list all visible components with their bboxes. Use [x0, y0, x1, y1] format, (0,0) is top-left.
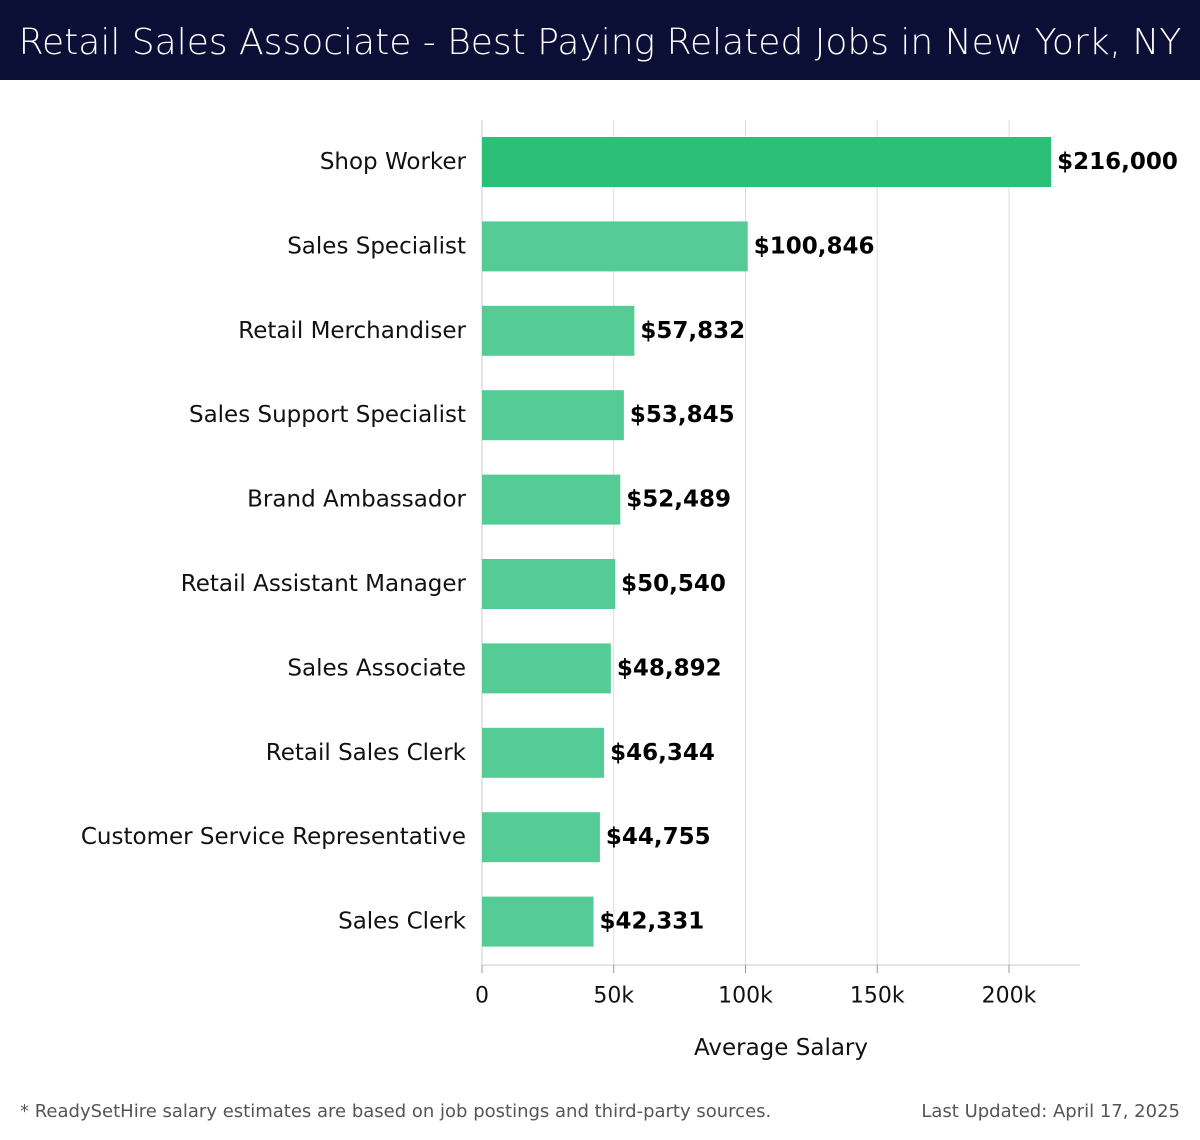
category-label: Sales Associate — [287, 655, 466, 681]
value-label: $44,755 — [606, 824, 711, 850]
bar — [482, 727, 605, 778]
bar — [482, 559, 616, 609]
category-label: Brand Ambassador — [247, 487, 466, 513]
bar — [482, 896, 594, 947]
bar — [482, 474, 621, 525]
bar — [482, 643, 611, 694]
x-tick-label: 150k — [850, 984, 905, 1009]
bar — [482, 221, 748, 272]
bar — [482, 137, 1052, 187]
x-tick-label: 200k — [982, 984, 1037, 1009]
chart-title: Retail Sales Associate - Best Paying Rel… — [18, 22, 1182, 63]
category-label: Sales Clerk — [338, 909, 467, 935]
value-label: $100,846 — [754, 233, 875, 259]
bar — [482, 390, 624, 441]
footnote: * ReadySetHire salary estimates are base… — [20, 1101, 772, 1122]
category-label: Retail Sales Clerk — [266, 740, 467, 766]
bar-chart: Shop Worker $216,000 Sales Specialist $100,… — [81, 120, 1178, 1061]
last-updated: Last Updated: April 17, 2025 — [921, 1101, 1180, 1122]
x-axis-title: Average Salary — [694, 1035, 868, 1061]
category-label: Retail Assistant Manager — [181, 571, 467, 597]
category-label: Shop Worker — [320, 149, 467, 175]
value-label: $216,000 — [1057, 149, 1178, 175]
category-label: Sales Specialist — [287, 233, 466, 259]
value-label: $57,832 — [640, 318, 745, 344]
x-tick-label: 100k — [718, 984, 773, 1009]
value-label: $52,489 — [626, 487, 731, 513]
value-label: $42,331 — [600, 909, 705, 935]
x-tick-label: 0 — [475, 984, 489, 1009]
category-label: Sales Support Specialist — [189, 402, 466, 428]
value-label: $46,344 — [610, 740, 715, 766]
value-label: $50,540 — [621, 571, 726, 597]
x-tick-label: 50k — [593, 984, 634, 1009]
category-label: Retail Merchandiser — [238, 318, 466, 344]
bar — [482, 305, 635, 356]
category-label: Customer Service Representative — [81, 824, 466, 850]
title-banner: Retail Sales Associate - Best Paying Rel… — [0, 0, 1200, 80]
value-label: $48,892 — [617, 655, 722, 681]
bar — [482, 812, 600, 863]
value-label: $53,845 — [630, 402, 735, 428]
